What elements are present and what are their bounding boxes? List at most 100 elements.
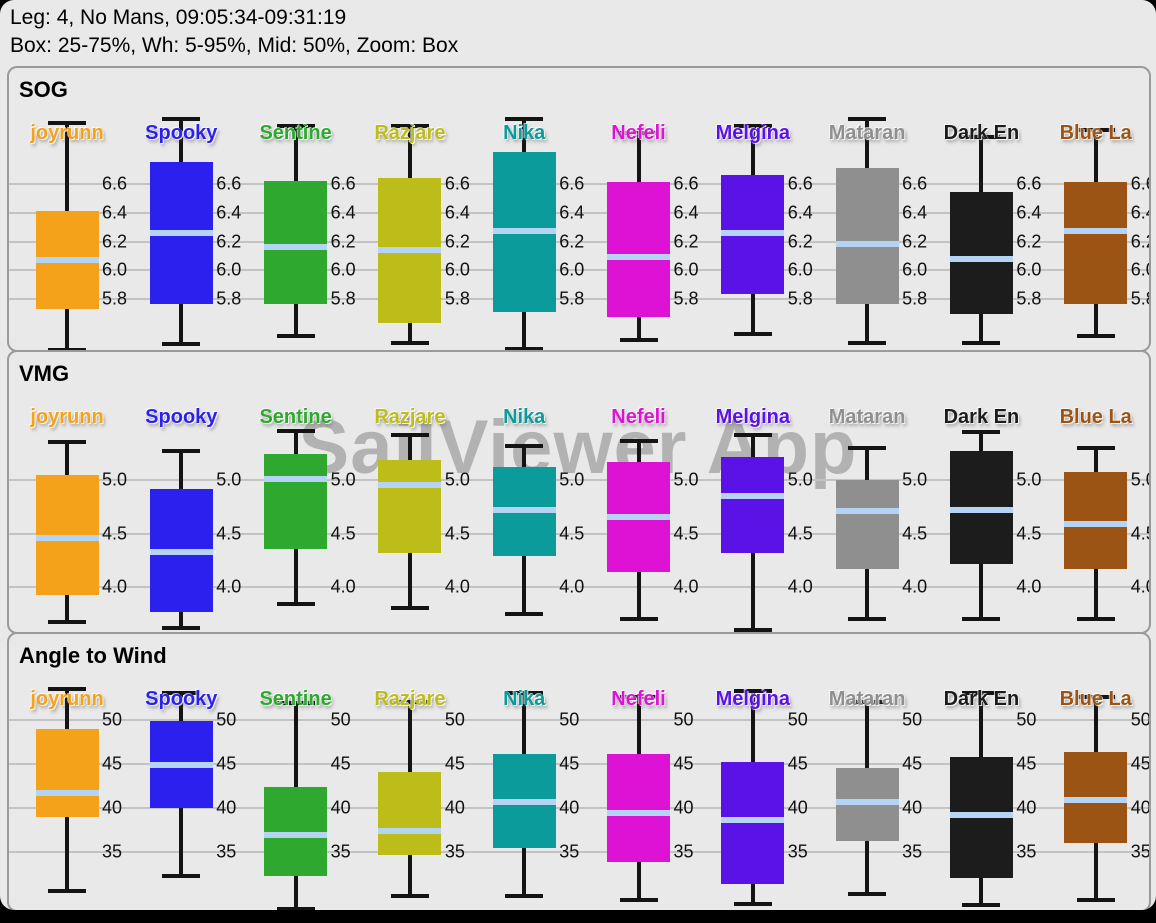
whisker-cap-high — [733, 689, 772, 694]
median-line — [1064, 521, 1128, 528]
box-sentine[interactable] — [264, 787, 328, 876]
box-melgina[interactable] — [721, 456, 785, 553]
whisker-cap-high — [848, 116, 887, 121]
median-line — [949, 255, 1013, 262]
boat-name-label-razjare: Razjare — [374, 688, 446, 710]
axis-tick-label: 5.8 — [1016, 288, 1042, 309]
axis-tick-label: 35 — [216, 841, 237, 862]
whisker-cap-low — [48, 889, 86, 894]
box-joyrunn[interactable] — [35, 474, 99, 595]
axis-tick-label: 50 — [102, 709, 123, 730]
median-line — [607, 254, 670, 261]
whisker-cap-high — [505, 691, 544, 696]
axis-tick-label: 6.2 — [902, 231, 928, 252]
axis-tick-label: 50 — [673, 709, 694, 730]
whisker-cap-low — [505, 611, 544, 616]
leg-info-line: Leg: 4, No Mans, 09:05:34-09:31:19 — [10, 6, 347, 29]
boat-name-label-dark-en: Dark En — [943, 122, 1020, 144]
axis-tick-label: 6.2 — [216, 231, 242, 252]
whisker-cap-low — [619, 617, 658, 622]
axis-tick-label: 6.2 — [1016, 231, 1042, 252]
whisker-cap-low — [48, 348, 86, 350]
axis-tick-label: 5.0 — [673, 469, 699, 490]
axis-tick-label: 45 — [1016, 753, 1037, 774]
whisker-cap-low — [276, 602, 315, 607]
axis-tick-label: 45 — [444, 753, 465, 774]
axis-tick-label: 50 — [216, 709, 237, 730]
box-sentine[interactable] — [264, 180, 328, 304]
axis-tick-label: 6.6 — [787, 173, 813, 194]
axis-tick-label: 6.0 — [330, 259, 356, 280]
boat-name-label-blue-la: Blue La — [1059, 406, 1132, 428]
boat-name-label-joyrunn: joyrunn — [30, 406, 104, 428]
axis-tick-label: 50 — [559, 709, 580, 730]
axis-tick-label: 4.5 — [102, 523, 128, 544]
box-settings-line: Box: 25-75%, Wh: 5-95%, Mid: 50%, Zoom: … — [10, 34, 459, 57]
panel-title-sog: SOG — [19, 77, 68, 102]
boat-name-label-blue-la: Blue La — [1059, 122, 1132, 144]
median-line — [35, 789, 99, 796]
box-mataran[interactable] — [835, 480, 899, 569]
axis-tick-label: 4.0 — [102, 576, 128, 597]
median-line — [492, 228, 556, 235]
box-nefeli[interactable] — [607, 753, 670, 862]
whisker-cap-high — [390, 699, 429, 704]
box-nefeli[interactable] — [607, 182, 670, 317]
axis-tick-label: 45 — [216, 753, 237, 774]
boat-name-label-nefeli: Nefeli — [611, 406, 666, 428]
axis-tick-label: 5.0 — [330, 469, 356, 490]
box-sentine[interactable] — [264, 453, 328, 549]
axis-tick-label: 6.2 — [1130, 231, 1149, 252]
boat-name-label-blue-la: Blue La — [1059, 688, 1132, 710]
whisker-cap-low — [48, 620, 86, 625]
whisker-cap-high — [619, 438, 658, 443]
box-blue-la[interactable] — [1064, 471, 1128, 569]
whisker-cap-low — [619, 337, 658, 342]
median-line — [949, 811, 1013, 818]
boat-name-label-nefeli: Nefeli — [611, 122, 666, 144]
plot-area-vmg[interactable]: 5.0 4.5 4.0 joyrunn 5.0 4.5 4.0 Spooky 5.0 4.5 4.0… — [9, 352, 1149, 632]
median-line — [492, 507, 556, 514]
gridline — [9, 479, 1149, 482]
whisker-cap-low — [505, 893, 544, 898]
panel-vmg: VMG 5.0 4.5 4.0 joyrunn 5.0 4.5 4.0 Spooky 5.0 4.… — [7, 350, 1151, 634]
axis-tick-label: 6.6 — [902, 173, 928, 194]
median-line — [835, 508, 899, 515]
whisker-cap-low — [1076, 898, 1115, 903]
axis-tick-label: 35 — [444, 841, 465, 862]
box-mataran[interactable] — [835, 167, 899, 304]
status-header: Leg: 4, No Mans, 09:05:34-09:31:19 Box: … — [10, 4, 458, 60]
whisker-cap-high — [390, 433, 429, 438]
boat-name-label-mataran: Mataran — [828, 122, 906, 144]
axis-tick-label: 5.8 — [1130, 288, 1149, 309]
axis-tick-label: 35 — [1016, 841, 1037, 862]
axis-tick-label: 6.4 — [102, 202, 128, 223]
axis-tick-label: 50 — [787, 709, 808, 730]
box-razjare[interactable] — [378, 459, 442, 553]
axis-tick-label: 40 — [902, 797, 923, 818]
boat-name-label-melgina: Melgina — [715, 122, 791, 144]
whisker-cap-low — [390, 606, 429, 611]
median-line — [149, 548, 213, 555]
axis-tick-label: 6.0 — [102, 259, 128, 280]
gridline — [9, 269, 1149, 272]
boat-name-label-nika: Nika — [503, 406, 546, 428]
box-blue-la[interactable] — [1064, 182, 1128, 304]
median-line — [149, 229, 213, 236]
axis-tick-label: 6.4 — [216, 202, 242, 223]
median-line — [378, 481, 442, 488]
plot-area-angle-to-wind[interactable]: 50 45 40 35 joyrunn 50 45 40 35 Spooky 50 45 40 35 Sen… — [9, 634, 1149, 910]
plot-area-sog[interactable]: 6.6 6.4 6.2 6.0 5.8 joyrunn 6.6 6.4 6.2 6.0 5.8 Spo… — [9, 68, 1149, 350]
panel-sog: SOG 6.6 6.4 6.2 6.0 5.8 joyrunn 6.6 6.4 6.2 6.0 5.… — [7, 66, 1151, 352]
axis-tick-label: 40 — [330, 797, 351, 818]
box-joyrunn[interactable] — [35, 729, 99, 818]
axis-tick-label: 35 — [559, 841, 580, 862]
box-razjare[interactable] — [378, 772, 442, 856]
axis-tick-label: 6.4 — [330, 202, 356, 223]
axis-tick-label: 6.4 — [1130, 202, 1149, 223]
axis-tick-label: 4.5 — [444, 523, 470, 544]
box-dark-en[interactable] — [949, 192, 1013, 314]
whisker-cap-low — [390, 340, 429, 345]
axis-tick-label: 40 — [1130, 797, 1149, 818]
whisker-cap-low — [1076, 333, 1115, 338]
